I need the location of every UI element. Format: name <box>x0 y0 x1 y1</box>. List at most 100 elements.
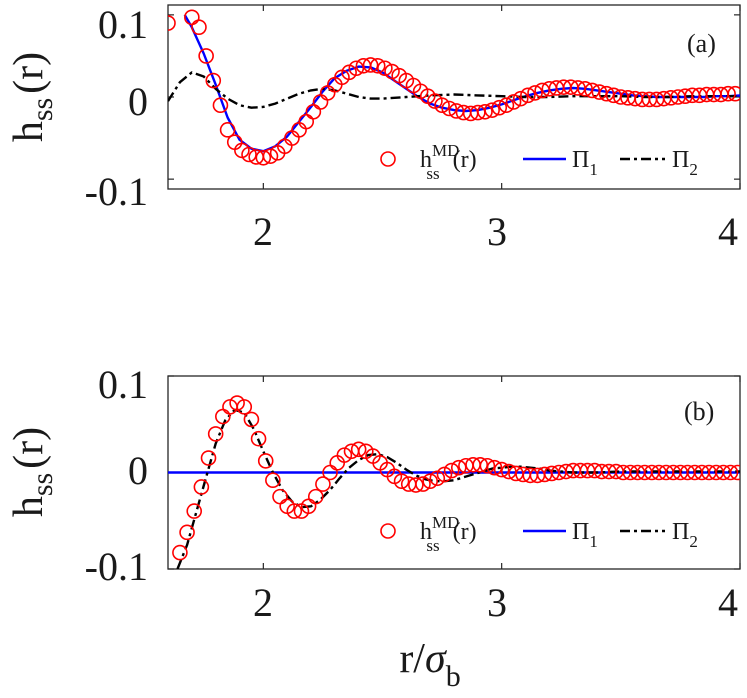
panel-a-md-point <box>498 97 515 114</box>
panel-a-md-point <box>434 97 450 114</box>
panel-b-md-point <box>350 441 367 458</box>
panel-b-md-point <box>243 411 260 428</box>
panel-b-md-point <box>315 476 331 492</box>
panel-a-md-point <box>241 146 257 163</box>
panel-b-md-point <box>307 488 324 505</box>
panel-a-md-point <box>484 102 500 118</box>
panel-a-md-point <box>720 85 736 102</box>
panel-a-md-point <box>226 134 243 150</box>
panel-a-md-point <box>520 87 536 104</box>
panel-b-legend-md-label: hMD ss(r) <box>420 513 477 555</box>
panel-b-md-point <box>236 399 253 415</box>
panel-b-md-point <box>286 503 303 519</box>
panel-a-legend-md-label: hMD ss(r) <box>420 141 477 183</box>
panel-a-tag: (a) <box>687 29 716 58</box>
panel-b-md-point <box>479 457 496 474</box>
panel-b-ytick-label--0.1: -0.1 <box>85 544 148 589</box>
panel-b-md-point <box>393 473 410 489</box>
panel-b-ytick-label-0: 0 <box>128 448 148 493</box>
panel-a: 0.1 0 -0.1 2 3 4 hss (r) (a) hMD ss(r) Π1 … <box>6 2 741 254</box>
panel-b-md-point <box>722 464 739 481</box>
panel-a-md-point <box>219 122 236 138</box>
panel-b-md-point <box>272 488 288 505</box>
panel-a-md-point <box>198 48 214 64</box>
panel-b-xlabel-sub: b <box>446 660 461 693</box>
panel-a-xtick-label-4: 4 <box>718 209 738 254</box>
panel-a-md-point <box>212 97 229 114</box>
panel-a-md-point <box>505 94 522 110</box>
panel-a-legend-pi2-label: Π2 <box>672 147 698 179</box>
panel-b-ylabel: hss (r) <box>6 427 59 517</box>
panel-b-xlabel: r/σb <box>399 636 460 693</box>
panel-a-legend-pi1-label: Π1 <box>572 147 598 179</box>
panel-a-md-point <box>262 148 279 164</box>
panel-a-md-point <box>441 100 458 117</box>
panel-a-md-point <box>255 149 272 166</box>
panel-b-xtick-label-4: 4 <box>718 580 738 625</box>
panel-b-xlabel-sigma: σ <box>425 636 448 682</box>
panel-b-md-point <box>179 524 195 541</box>
panel-a-md-point <box>491 99 508 116</box>
panel-a-xtick-label-2: 2 <box>253 209 273 254</box>
panel-b-md-point <box>486 459 503 476</box>
panel-b-md-point <box>408 477 424 493</box>
panel-b-legend: hMD ss(r) Π1 Π2 <box>380 513 698 555</box>
panel-b-tag: (b) <box>684 397 714 426</box>
panel-a-md-point <box>577 80 593 97</box>
panel-b-md-point <box>336 447 353 463</box>
panel-a-md-point <box>205 72 222 89</box>
panel-b-md-point <box>172 544 188 561</box>
panel-a-series <box>168 9 740 166</box>
panel-a-md-point <box>598 85 615 102</box>
panel-b-md-point <box>257 453 274 469</box>
panel-a-md-point <box>477 103 493 120</box>
panel-a-ylabel-tail: (r) <box>6 52 52 94</box>
panel-a-md-point <box>591 84 608 100</box>
panel-a-series-pi2 <box>168 71 740 109</box>
panel-a-ytick-label-0: 0 <box>128 79 148 124</box>
panel-b-md-point <box>415 476 431 492</box>
panel-a-ylabel-main: h <box>6 121 52 142</box>
panel-a-xtick-label-3: 3 <box>487 209 507 254</box>
panel-b-plot-area <box>168 395 740 569</box>
panel-a-md-point <box>298 113 315 130</box>
panel-b-xtick-label-3: 3 <box>487 580 507 625</box>
panel-a-md-point <box>727 85 740 102</box>
panel-b-md-point <box>229 395 245 411</box>
panel-b-md-point <box>200 450 217 466</box>
panel-b-md-point <box>429 470 446 487</box>
panel-b: 0.1 0 -0.1 2 3 4 hss (r) r/σb (b) hMD ss(r… <box>6 362 741 693</box>
panel-b-series <box>168 395 740 569</box>
panel-a-legend: hMD ss(r) Π1 Π2 <box>380 141 698 183</box>
panel-b-legend-pi1-label: Π1 <box>572 519 598 551</box>
panel-b-md-point <box>207 426 224 442</box>
panel-b-md-point <box>472 456 489 473</box>
panel-b-series-pi2 <box>176 408 740 569</box>
panel-a-md-point <box>191 19 207 35</box>
panel-a-md-point <box>377 60 393 77</box>
panel-a-md-point <box>168 15 176 31</box>
panel-a-md-point <box>527 85 543 101</box>
panel-b-md-point <box>493 461 510 478</box>
panel-b-md-point <box>436 466 453 483</box>
panel-b-legend-pi2-label: Π2 <box>672 519 698 551</box>
panel-a-md-point <box>362 57 379 73</box>
panel-b-md-point <box>422 473 438 489</box>
panel-a-md-point <box>369 57 386 74</box>
panel-a-series-pi1 <box>183 14 740 153</box>
panel-b-md-point <box>501 463 517 480</box>
panel-b-xlabel-main: r/ <box>399 636 425 682</box>
panel-b-legend-md-marker <box>380 523 396 539</box>
panel-b-ylabel-main: h <box>6 496 52 517</box>
panel-a-md-point <box>512 90 529 107</box>
panel-b-md-point <box>215 408 231 425</box>
panel-a-plot-area <box>168 9 740 166</box>
panel-a-ylabel-sub: ss <box>26 98 59 121</box>
panel-a-legend-md-marker <box>380 151 396 167</box>
panel-b-ytick-label-0.1: 0.1 <box>98 362 148 407</box>
panel-b-ylabel-tail: (r) <box>6 427 52 469</box>
panel-a-ytick-label--0.1: -0.1 <box>85 169 148 214</box>
panel-a-md-point <box>348 60 365 77</box>
panel-b-md-point <box>443 462 460 479</box>
panel-a-ytick-label-0.1: 0.1 <box>98 2 148 47</box>
